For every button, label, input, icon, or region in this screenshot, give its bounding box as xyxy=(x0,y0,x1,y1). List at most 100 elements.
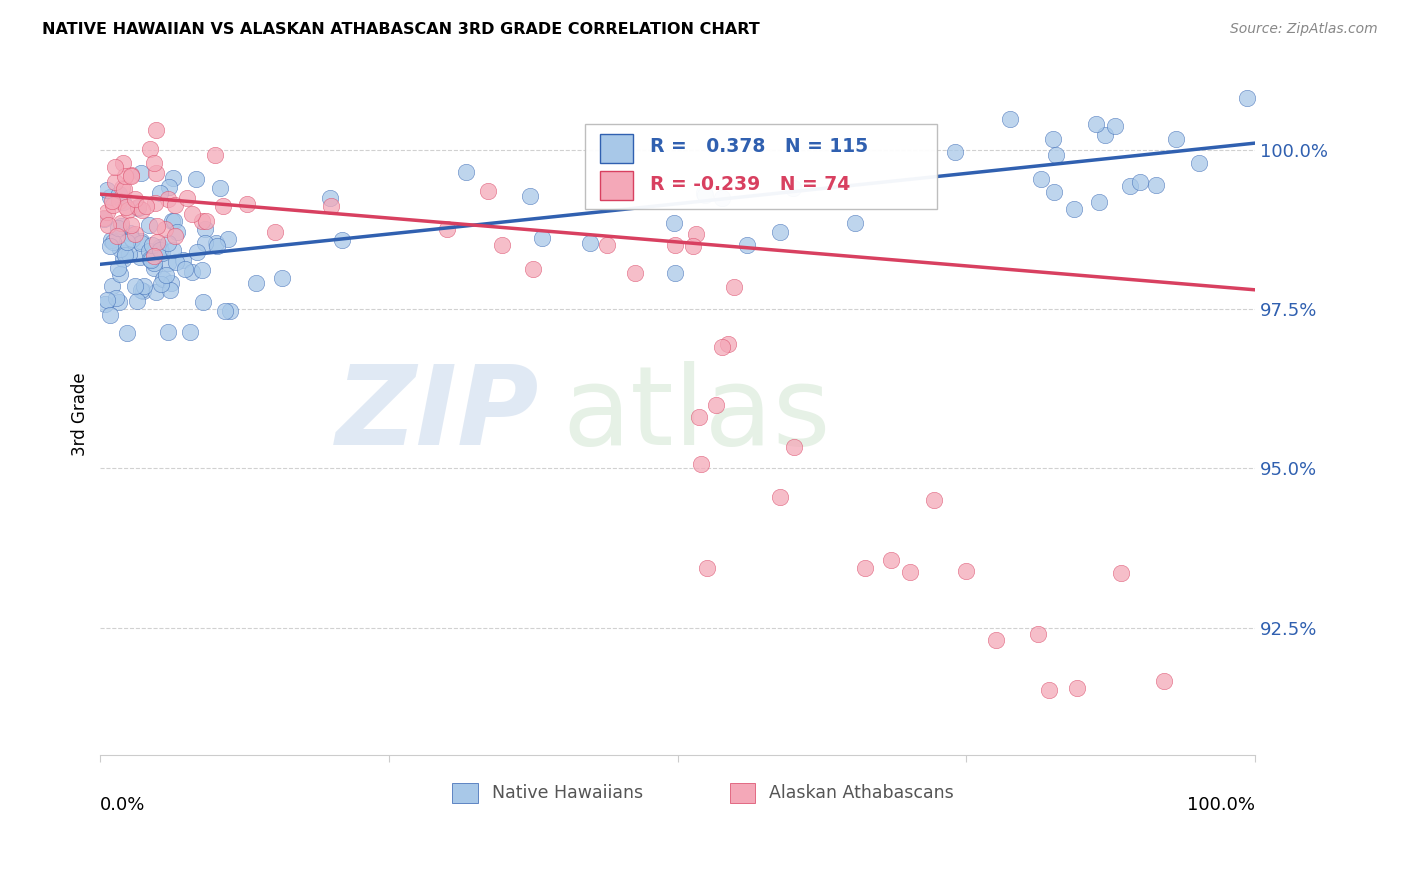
Point xyxy=(477,184,499,198)
Point xyxy=(1063,202,1085,216)
Point xyxy=(96,205,118,219)
Point xyxy=(129,250,152,264)
Point xyxy=(162,243,184,257)
Point xyxy=(155,268,177,282)
Point xyxy=(156,236,179,251)
Text: ZIP: ZIP xyxy=(336,360,538,467)
Point xyxy=(664,216,686,230)
Point xyxy=(1042,186,1064,200)
Point xyxy=(174,261,197,276)
Point xyxy=(155,222,177,236)
Point xyxy=(1144,178,1167,193)
Point xyxy=(163,213,186,227)
Bar xyxy=(600,171,633,200)
Point xyxy=(1038,683,1060,698)
Point xyxy=(924,493,946,508)
Point xyxy=(129,166,152,180)
Point xyxy=(134,279,156,293)
Point xyxy=(108,295,131,310)
Point xyxy=(769,490,792,504)
Point xyxy=(689,410,711,425)
Point xyxy=(107,220,129,235)
Point xyxy=(579,236,602,251)
Point xyxy=(522,262,544,277)
Point xyxy=(160,277,183,291)
Text: 0.0%: 0.0% xyxy=(100,797,146,814)
Point xyxy=(205,235,228,250)
Point xyxy=(194,235,217,250)
Point xyxy=(93,211,115,225)
Point xyxy=(711,191,734,205)
Point xyxy=(943,145,966,160)
Point xyxy=(531,231,554,245)
Point xyxy=(1045,148,1067,162)
Point xyxy=(704,398,727,412)
Point xyxy=(135,199,157,213)
Point xyxy=(150,277,173,291)
Point xyxy=(519,189,541,203)
Point xyxy=(1085,117,1108,131)
Point xyxy=(114,246,136,260)
Point xyxy=(162,170,184,185)
Point xyxy=(112,195,135,210)
Point xyxy=(1042,132,1064,146)
Point xyxy=(97,218,120,232)
Point xyxy=(204,148,226,162)
Point xyxy=(696,560,718,574)
Point xyxy=(664,266,686,280)
Point xyxy=(218,304,240,318)
Point xyxy=(110,219,132,233)
Point xyxy=(157,256,180,270)
Point xyxy=(1066,681,1088,695)
Point xyxy=(98,239,121,253)
Point xyxy=(142,256,165,270)
Point xyxy=(108,242,131,256)
Point xyxy=(145,122,167,136)
Point xyxy=(194,222,217,236)
Point xyxy=(149,186,172,200)
Point xyxy=(146,219,169,233)
Point xyxy=(112,155,135,169)
Text: R = -0.239   N = 74: R = -0.239 N = 74 xyxy=(650,175,851,194)
Point xyxy=(211,199,233,213)
Point xyxy=(129,235,152,250)
Point xyxy=(143,156,166,170)
Point xyxy=(100,194,122,209)
Point xyxy=(105,291,128,305)
Point xyxy=(145,166,167,180)
Point xyxy=(115,200,138,214)
Point xyxy=(186,244,208,259)
Bar xyxy=(730,782,755,803)
Point xyxy=(114,248,136,262)
Point xyxy=(176,191,198,205)
Point xyxy=(165,229,187,244)
Text: Source: ZipAtlas.com: Source: ZipAtlas.com xyxy=(1230,22,1378,37)
Point xyxy=(150,245,173,260)
Point xyxy=(96,184,118,198)
Point xyxy=(695,188,717,202)
Point xyxy=(100,234,122,248)
Point xyxy=(769,225,792,239)
Point xyxy=(157,180,180,194)
Point xyxy=(1188,156,1211,170)
Point xyxy=(737,238,759,252)
Point xyxy=(115,235,138,249)
Point xyxy=(454,165,477,179)
Point xyxy=(184,171,207,186)
Point xyxy=(955,565,977,579)
Point xyxy=(120,169,142,184)
Point xyxy=(263,225,285,239)
Point xyxy=(436,222,458,236)
Point xyxy=(120,168,142,182)
Point xyxy=(898,566,921,580)
Point xyxy=(110,268,132,282)
Point xyxy=(141,238,163,252)
Point xyxy=(1129,175,1152,189)
Point xyxy=(1236,91,1258,105)
Point xyxy=(1111,566,1133,580)
Point xyxy=(986,633,1008,648)
Point xyxy=(880,553,903,567)
Point xyxy=(127,202,149,216)
Point xyxy=(139,252,162,266)
Point xyxy=(1026,627,1049,641)
